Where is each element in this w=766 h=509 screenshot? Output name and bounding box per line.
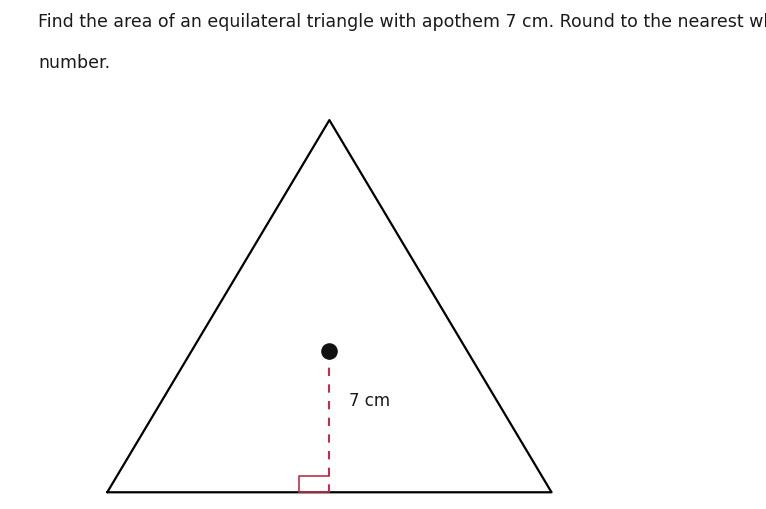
Text: Find the area of an equilateral triangle with apothem 7 cm. Round to the nearest: Find the area of an equilateral triangle…: [38, 13, 766, 31]
Text: number.: number.: [38, 53, 110, 71]
Text: 7 cm: 7 cm: [349, 391, 390, 410]
Point: [323, 347, 336, 355]
